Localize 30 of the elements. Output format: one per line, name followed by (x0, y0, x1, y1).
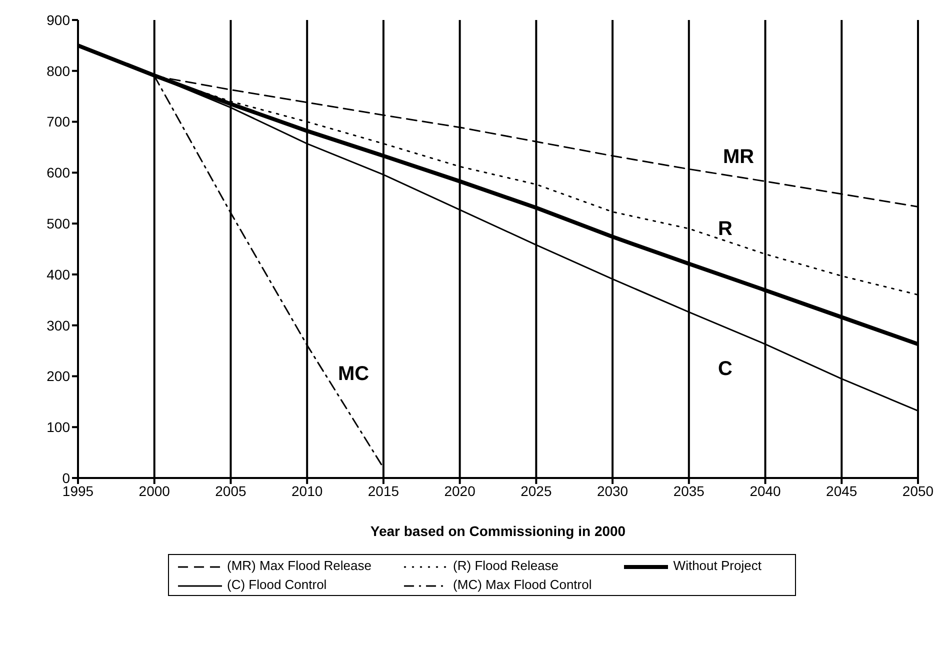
y-tick-label: 100 (46, 419, 70, 436)
y-tick-label: 700 (46, 114, 70, 130)
legend-label: (C) Flood Control (227, 577, 327, 592)
x-tick-label: 2025 (520, 482, 552, 499)
legend-label: (MC) Max Flood Control (453, 577, 592, 592)
annotation: MC (338, 363, 370, 386)
y-tick-label: 900 (46, 12, 70, 28)
legend-label: (MR) Max Flood Release (227, 558, 372, 573)
legend-label: (R) Flood Release (453, 558, 559, 573)
x-tick-label: 2020 (444, 482, 476, 499)
annotation: C (718, 358, 732, 381)
x-axis-title: Year based on Commissioning in 2000 (370, 523, 626, 539)
x-tick-label: 2045 (826, 482, 858, 499)
x-tick-label: 2035 (673, 482, 705, 499)
x-tick-label: 2040 (750, 482, 782, 499)
x-tick-label: 2015 (368, 482, 400, 499)
y-tick-label: 800 (46, 62, 70, 79)
x-tick-label: 2005 (215, 482, 247, 499)
y-tick-label: 600 (46, 164, 70, 181)
x-tick-label: 2000 (138, 482, 170, 499)
y-tick-label: 400 (46, 266, 70, 282)
x-tick-label: 2010 (292, 482, 323, 499)
y-tick-label: 200 (46, 368, 70, 384)
y-tick-label: 300 (46, 317, 70, 334)
annotation: R (718, 218, 732, 241)
y-tick-label: 500 (46, 216, 70, 232)
annotation: MR (723, 146, 754, 169)
x-tick-label: 2050 (902, 482, 934, 499)
x-tick-label: 2030 (596, 482, 628, 499)
legend-label: Without Project (673, 558, 762, 573)
